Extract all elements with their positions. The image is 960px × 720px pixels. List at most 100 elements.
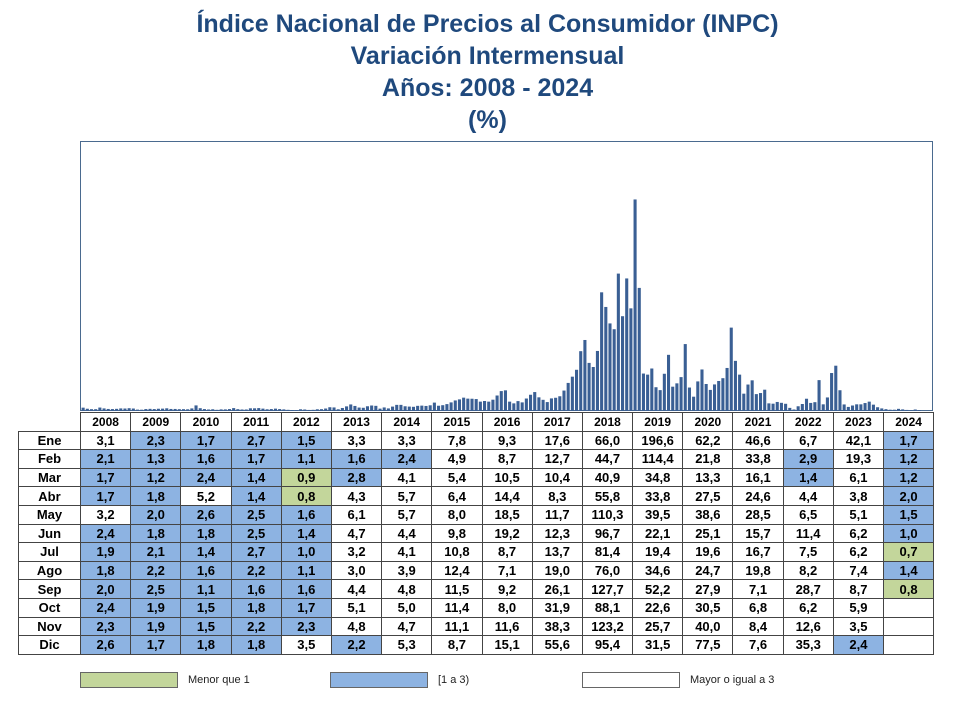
value-cell: 123,2 xyxy=(581,616,634,637)
bar-2010-Nov xyxy=(223,409,227,411)
bar-2016-Nov xyxy=(524,398,528,411)
bar-2014-Feb xyxy=(386,408,390,411)
value-cell: 19,0 xyxy=(531,560,583,581)
value-cell: 7,1 xyxy=(732,579,784,599)
value-cell: 35,3 xyxy=(782,635,834,655)
bar-2008-May xyxy=(98,407,102,411)
bar-2010-Jul xyxy=(207,409,211,411)
value-cell: 2,0 xyxy=(130,504,182,525)
value-cell: 1,7 xyxy=(882,430,935,451)
bar-2009-Mar xyxy=(140,409,144,411)
value-cell: 0,7 xyxy=(882,542,935,562)
bar-2020-Dic xyxy=(729,327,733,411)
bar-2012-Nov xyxy=(324,408,328,411)
value-cell: 1,9 xyxy=(79,542,132,562)
value-cell: 2,0 xyxy=(882,486,935,506)
legend-swatch-green xyxy=(80,672,178,688)
value-cell: 6,8 xyxy=(732,597,784,618)
value-cell: 27,5 xyxy=(682,486,734,506)
bar-2021-Jun xyxy=(754,394,758,411)
value-cell: 0,9 xyxy=(280,467,332,488)
value-cell: 7,5 xyxy=(782,542,834,562)
value-cell: 1,2 xyxy=(882,467,935,488)
bar-2011-Mar xyxy=(240,409,244,411)
value-cell: 127,7 xyxy=(581,579,634,599)
bar-2021-Abr xyxy=(746,384,750,411)
value-cell: 1,6 xyxy=(330,449,383,469)
bar-2017-Sep xyxy=(566,382,570,411)
bar-2018-Abr xyxy=(595,350,599,411)
value-cell: 28,7 xyxy=(782,579,834,599)
bar-2013-Nov xyxy=(374,405,378,411)
value-cell: 2,5 xyxy=(230,504,282,525)
value-cell: 30,5 xyxy=(682,597,734,618)
value-cell: 6,4 xyxy=(431,486,483,506)
value-cell: 8,7 xyxy=(481,449,533,469)
value-cell: 7,1 xyxy=(481,560,533,581)
bar-2016-Jul xyxy=(508,401,512,411)
bar-2015-May xyxy=(449,402,453,411)
legend-swatch-blue xyxy=(330,672,428,688)
bar-2011-Jun xyxy=(253,408,257,411)
bar-2015-Abr xyxy=(445,404,449,411)
bar-2020-Ene xyxy=(683,344,687,411)
value-cell: 1,5 xyxy=(180,597,232,618)
bar-2008-Ago xyxy=(110,409,114,411)
value-cell: 1,5 xyxy=(882,504,935,525)
bar-2024-Ene xyxy=(884,409,888,411)
bar-2009-Feb xyxy=(135,409,140,411)
value-cell: 5,7 xyxy=(381,504,433,525)
bar-2013-Ago xyxy=(361,407,365,411)
bar-2020-Oct xyxy=(721,378,725,411)
month-label: May xyxy=(18,504,81,525)
year-header: 2018 xyxy=(581,412,634,432)
bar-2014-May xyxy=(399,404,403,411)
value-cell: 1,3 xyxy=(130,449,182,469)
value-cell: 5,1 xyxy=(330,597,383,618)
value-cell xyxy=(882,635,935,655)
value-cell: 1,4 xyxy=(180,542,232,562)
value-cell: 12,6 xyxy=(782,616,834,637)
month-label: Jul xyxy=(18,542,81,562)
value-cell: 31,9 xyxy=(531,597,583,618)
bar-2016-Mar xyxy=(491,399,495,411)
value-cell: 3,2 xyxy=(330,542,383,562)
value-cell: 1,4 xyxy=(230,486,282,506)
value-cell: 21,8 xyxy=(682,449,734,469)
value-cell: 66,0 xyxy=(581,430,634,451)
data-table: 2008 2009 2010 2011 2012 2013 2014 2015 2016 2017… xyxy=(18,412,935,655)
value-cell: 5,9 xyxy=(832,597,885,618)
bar-2017-Nov xyxy=(575,369,579,411)
bar-2011-Oct xyxy=(269,409,273,411)
bar-2021-Ene xyxy=(733,360,737,411)
value-cell: 2,2 xyxy=(330,635,383,655)
value-cell: 12,3 xyxy=(531,523,583,544)
value-cell: 24,7 xyxy=(682,560,734,581)
bar-2020-Jun xyxy=(704,383,708,411)
bar-2012-Feb xyxy=(286,409,290,411)
table-row: Mar 1,7 1,2 2,4 1,4 0,9 2,8 4,1 5,4 10,5 10,4 40,9 3… xyxy=(18,467,935,488)
value-cell: 34,8 xyxy=(632,467,684,488)
value-cell: 1,2 xyxy=(882,449,935,469)
year-header: 2021 xyxy=(732,412,784,432)
table-row: Jun 2,4 1,8 1,8 2,5 1,4 4,7 4,4 9,8 19,2 12,3 96,7 2… xyxy=(18,523,935,544)
value-cell: 96,7 xyxy=(581,523,634,544)
bar-2014-Ago xyxy=(411,406,416,411)
bar-2018-Nov xyxy=(625,278,629,411)
bar-2017-Oct xyxy=(570,376,574,411)
bar-2017-Ene xyxy=(533,392,537,411)
value-cell: 10,4 xyxy=(531,467,583,488)
bar-2008-Abr xyxy=(94,409,98,411)
bar-2018-May xyxy=(600,292,604,411)
bar-2022-Mar xyxy=(792,409,796,411)
bar-2014-Sep xyxy=(416,405,420,411)
bar-2014-Dic xyxy=(428,405,432,411)
table-row: Jul 1,9 2,1 1,4 2,7 1,0 3,2 4,1 10,8 8,7 13,7 81,4 1… xyxy=(18,542,935,562)
bar-2017-Jul xyxy=(558,396,562,411)
bar-2009-Jul xyxy=(156,408,160,411)
value-cell: 15,1 xyxy=(481,635,533,655)
bar-2017-May xyxy=(549,398,553,411)
value-cell: 2,4 xyxy=(79,523,132,544)
bar-2008-Jun xyxy=(102,408,106,411)
